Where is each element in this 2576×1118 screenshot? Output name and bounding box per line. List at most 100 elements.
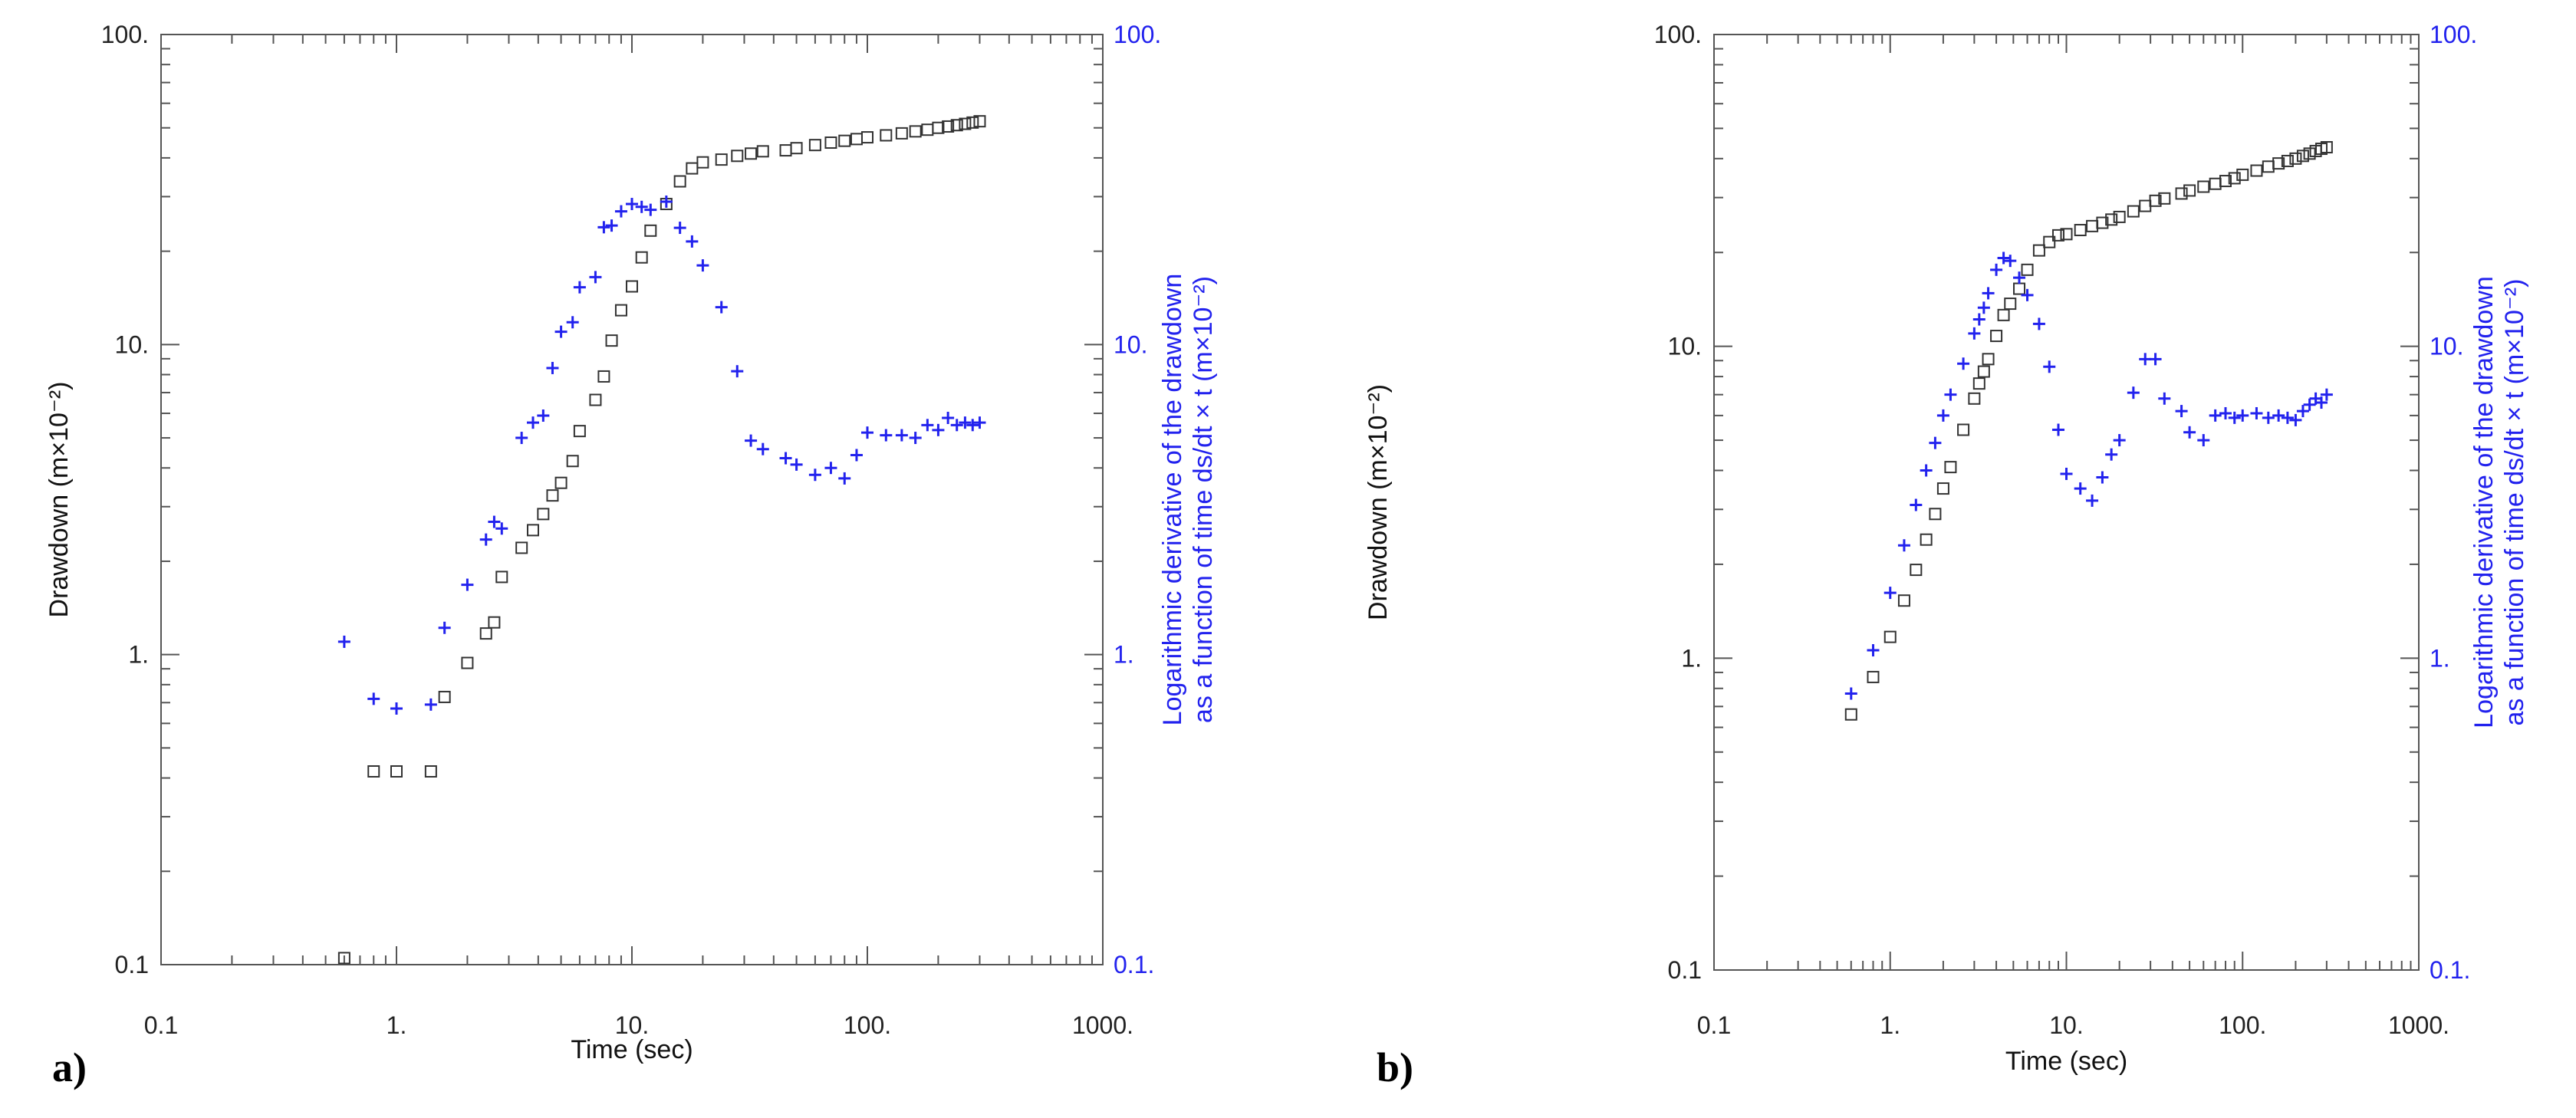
drawdown-point	[779, 144, 792, 157]
derivative-point	[1944, 388, 1957, 401]
drawdown-point	[424, 765, 437, 778]
drawdown-point	[488, 616, 501, 629]
drawdown-point	[2043, 235, 2056, 248]
y-tick-label-left: 10.	[1668, 333, 1702, 360]
drawdown-point	[932, 121, 945, 134]
derivative-point	[2021, 288, 2034, 301]
derivative-point	[2004, 255, 2017, 268]
derivative-point	[1972, 313, 1985, 326]
drawdown-point	[546, 489, 559, 502]
y-tick-label-right: 1.	[1114, 641, 1134, 669]
derivative-point	[909, 432, 922, 445]
drawdown-point	[2113, 210, 2126, 223]
derivative-point	[790, 458, 803, 471]
drawdown-point	[2236, 168, 2249, 181]
derivative-point	[537, 409, 550, 422]
derivative-point	[515, 432, 528, 445]
derivative-point	[715, 301, 728, 314]
derivative-point	[438, 621, 451, 634]
derivative-point	[1910, 498, 1923, 511]
derivative-point	[824, 462, 837, 475]
drawdown-point	[2262, 160, 2275, 173]
derivative-point	[1977, 301, 1990, 314]
x-axis-title: Time (sec)	[2005, 1047, 2127, 1076]
y-tick-label-right: 0.1.	[1114, 951, 1154, 978]
derivative-point	[745, 434, 758, 447]
x-tick-label: 100.	[2219, 1011, 2266, 1039]
derivative-point	[1957, 357, 1970, 370]
derivative-point	[554, 325, 568, 338]
drawdown-point	[950, 119, 963, 132]
derivative-point	[696, 259, 709, 272]
derivative-point	[2043, 360, 2056, 373]
drawdown-point	[2320, 141, 2333, 154]
derivative-point	[2228, 411, 2241, 424]
derivative-point	[1867, 644, 1880, 657]
derivative-point	[589, 271, 602, 284]
drawdown-point	[1920, 533, 1933, 546]
y-axis-title-right-line: as a function of time ds/dt × t (m×10⁻²)	[2500, 279, 2529, 726]
derivative-point	[1897, 539, 1910, 552]
derivative-point	[686, 235, 699, 248]
derivative-point	[1968, 327, 1981, 340]
derivative-point	[2272, 409, 2285, 422]
panel-label: a)	[52, 1044, 87, 1090]
drawdown-point	[2074, 224, 2087, 237]
y-axis-title-right-line: as a function of time ds/dt × t (m×10⁻²)	[1189, 276, 1218, 723]
y-tick-label-right: 10.	[1114, 330, 1147, 358]
derivative-point	[973, 416, 986, 429]
derivative-point	[2149, 353, 2162, 366]
derivative-point	[2127, 386, 2140, 400]
drawdown-point	[635, 251, 648, 264]
plot-frame	[160, 34, 1104, 965]
derivative-point	[573, 281, 586, 294]
derivative-point	[2096, 471, 2109, 484]
derivative-point	[1997, 252, 2010, 265]
derivative-point	[367, 692, 380, 705]
drawdown-point	[2021, 263, 2034, 276]
derivative-point	[495, 522, 508, 535]
x-axis-title: Time (sec)	[571, 1035, 693, 1064]
drawdown-point	[1883, 630, 1897, 643]
drawdown-point	[614, 304, 627, 317]
drawdown-point	[2197, 180, 2210, 193]
derivative-point	[850, 449, 863, 462]
drawdown-point	[537, 508, 550, 521]
drawdown-point	[838, 134, 851, 147]
drawdown-point	[1990, 330, 2003, 343]
drawdown-point	[2060, 228, 2073, 241]
drawdown-point	[745, 147, 758, 160]
y-tick-label-right: 0.1.	[2430, 956, 2470, 984]
chart-panel-a: 0.1 1. 10. 100. 1000. 0.1 1. 10. 100. 0.1. 1. 10. 10…	[44, 21, 1218, 1090]
y-axis-title-left: Drawdown (m×10⁻²)	[44, 382, 74, 618]
drawdown-point	[337, 952, 350, 965]
derivative-point	[635, 200, 648, 213]
derivative-point	[966, 419, 979, 432]
x-tick-label: 10.	[615, 1011, 649, 1039]
drawdown-point	[390, 765, 403, 778]
derivative-point	[597, 221, 610, 234]
y-tick-label-left: 100.	[1654, 21, 1702, 48]
derivative-point	[1883, 587, 1897, 600]
derivative-point	[2262, 411, 2275, 424]
derivative-point	[1982, 287, 1995, 300]
drawdown-point	[2289, 152, 2302, 165]
y-axis-title-right-line: Logarithmic derivative of the drawdown	[2469, 276, 2499, 728]
drawdown-point	[573, 425, 586, 438]
drawdown-point	[1897, 594, 1910, 607]
plot-frame	[1713, 34, 2420, 971]
derivative-point	[838, 472, 851, 485]
derivative-point	[2219, 406, 2232, 419]
drawdown-point	[1997, 308, 2010, 321]
drawdown-point	[824, 136, 837, 149]
drawdown-point	[2139, 199, 2152, 212]
drawdown-point	[1844, 708, 1857, 721]
drawdown-point	[566, 455, 579, 468]
y-tick-label-left: 0.1	[115, 951, 149, 978]
drawdown-point	[909, 125, 922, 138]
drawdown-point	[2004, 298, 2017, 311]
drawdown-point	[2209, 177, 2222, 190]
drawdown-point	[461, 656, 474, 669]
y-tick-label-left: 10.	[115, 330, 149, 358]
drawdown-point	[2032, 244, 2045, 257]
